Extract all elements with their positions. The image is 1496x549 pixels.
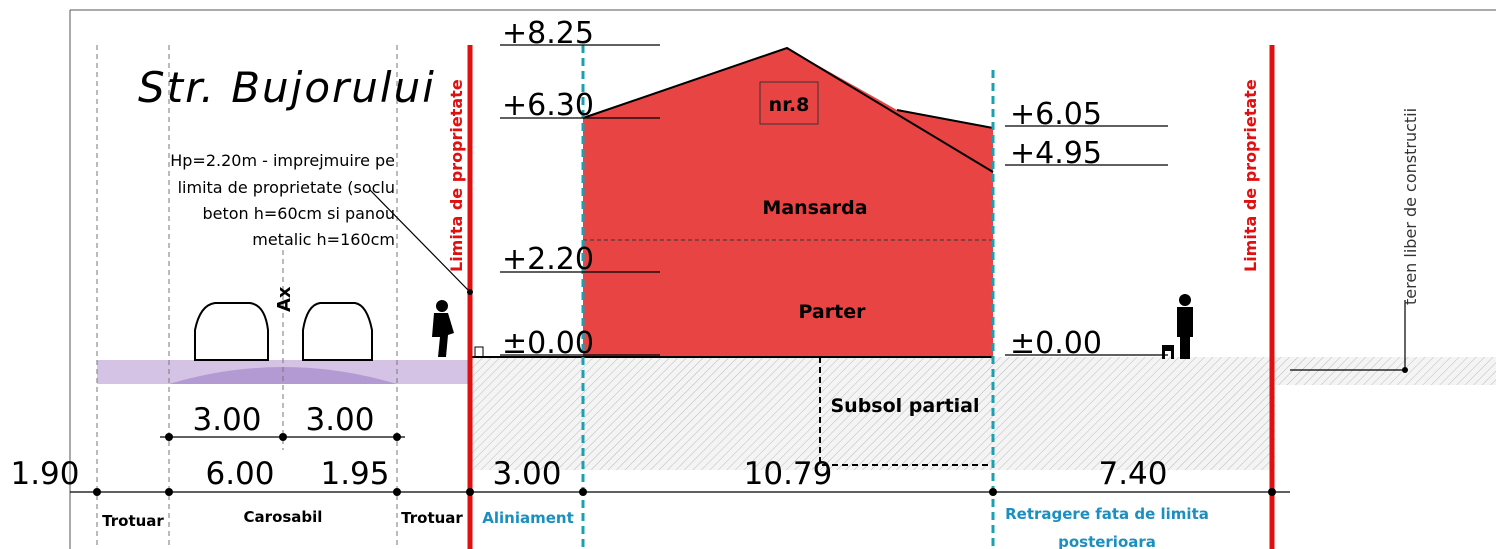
zone-label: Carosabil <box>244 508 323 526</box>
zone-label: Retragere fata de limita <box>1005 505 1209 523</box>
note-line: Hp=2.20m - imprejmuire pe <box>170 151 395 170</box>
room-label: Mansarda <box>762 197 867 219</box>
note-line: limita de proprietate (soclu <box>178 178 395 197</box>
ground-hatch <box>470 357 1275 470</box>
guide-lines <box>96 45 398 549</box>
symbol <box>474 346 484 358</box>
property-limit-label: Limita de proprietate <box>1241 79 1260 272</box>
house <box>583 48 993 357</box>
zone-label: Trotuar <box>102 512 164 530</box>
zone-label: Aliniament <box>482 509 574 527</box>
level-label: +6.30 <box>502 88 594 123</box>
note-line: beton h=60cm si panou <box>202 204 395 223</box>
house-number: nr.8 <box>769 94 810 116</box>
number-box <box>759 81 819 125</box>
dimension: 1.95 <box>320 456 389 492</box>
property-limit-label: Limita de proprietate <box>447 79 466 272</box>
zone-label: Trotuar <box>401 509 463 527</box>
roof-lines <box>582 46 994 173</box>
room-label: Parter <box>799 301 867 323</box>
dimension: 7.40 <box>1098 456 1167 492</box>
road-crown <box>169 367 397 384</box>
level-label: ±0.00 <box>502 326 594 361</box>
level-label: +8.25 <box>502 16 594 51</box>
side-note: teren liber de constructii <box>1401 108 1420 305</box>
alignment-lines <box>581 45 995 549</box>
level-label: +6.05 <box>1010 97 1102 132</box>
cars <box>194 302 373 361</box>
ground-hatch <box>1275 357 1496 385</box>
dimension: 3.00 <box>305 402 374 438</box>
note-line: metalic h=160cm <box>252 230 395 249</box>
level-label: ±0.00 <box>1010 326 1102 361</box>
dimension: 3.00 <box>192 402 261 438</box>
dim-dots <box>93 289 1408 496</box>
zone-label: posterioara <box>1058 533 1156 549</box>
property-lines <box>467 45 1275 549</box>
dimension: 10.79 <box>744 456 833 492</box>
dimension: 3.00 <box>492 456 561 492</box>
frame <box>69 9 1496 549</box>
people <box>432 294 1193 359</box>
dimension: 6.00 <box>205 456 274 492</box>
room-label: Subsol partial <box>830 395 979 417</box>
basement-outline <box>819 357 990 466</box>
level-label: +2.20 <box>502 242 594 277</box>
axis-label: Ax <box>274 286 295 312</box>
dimension: 1.90 <box>10 456 79 492</box>
level-label: +4.95 <box>1010 136 1102 171</box>
street-name: Str. Bujorului <box>138 63 436 112</box>
